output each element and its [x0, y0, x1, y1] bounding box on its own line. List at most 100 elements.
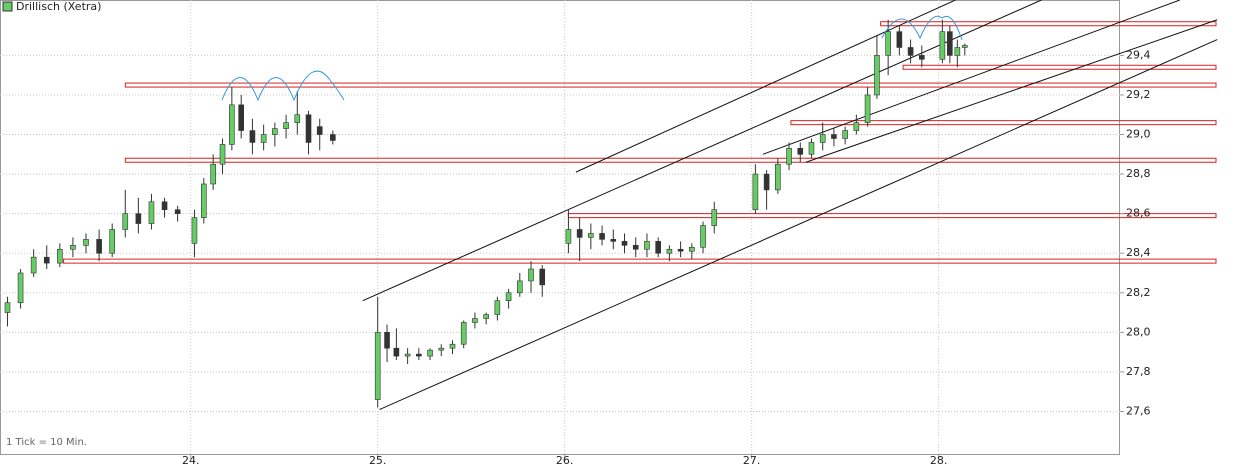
levels [63, 21, 1217, 264]
candle-body [374, 332, 381, 400]
candle-body [305, 114, 312, 143]
axes: 27,6 27,8 28,0 28,2 28,4 28,6 28,8 29,0 29,2 29,4… [182, 48, 1151, 467]
candle-body [874, 55, 880, 96]
candle-body [201, 183, 207, 218]
candle-body [621, 241, 628, 246]
candle-body [330, 134, 336, 141]
candle-body [797, 148, 804, 155]
candle-body [294, 114, 301, 123]
candle-body [393, 347, 400, 357]
y-tick-label: 29,0 [1126, 128, 1151, 141]
candle-body [83, 239, 89, 246]
candle-body [260, 134, 267, 143]
candle-body [907, 47, 914, 56]
candle-body [30, 256, 37, 274]
candle-body [135, 213, 142, 224]
candle-body [404, 353, 411, 357]
arc [221, 70, 345, 102]
resistance-level [124, 82, 1217, 88]
candle-body [632, 245, 639, 250]
resistance-level [63, 258, 1217, 264]
candle-body [962, 45, 968, 48]
candle-body [775, 163, 781, 191]
candle-body [954, 47, 961, 56]
y-tick-label: 29,4 [1126, 48, 1151, 61]
candle-body [666, 248, 673, 254]
trendline [575, 0, 956, 173]
candle-body [885, 31, 891, 56]
candle-body [494, 300, 501, 315]
y-tick-label: 29,2 [1126, 88, 1151, 101]
y-tick-label: 28,0 [1126, 325, 1151, 338]
candle-body [599, 233, 605, 240]
pattern-arcs [221, 15, 963, 102]
candle-body [416, 353, 422, 357]
candle-body [210, 163, 216, 185]
y-tick-label: 28,6 [1126, 207, 1151, 220]
candle-body [249, 130, 256, 143]
candle-body [808, 142, 815, 155]
candle-body [148, 201, 155, 224]
candle-body [864, 94, 871, 123]
candle-body [438, 347, 445, 351]
candle-body [219, 144, 226, 165]
candle-body [677, 248, 684, 252]
trendline [805, 19, 1218, 163]
plot-frame [0, 0, 1120, 455]
candle-body [57, 248, 63, 264]
x-tick-label: 25. [369, 454, 387, 467]
candle-body [229, 104, 235, 145]
grid [0, 0, 1120, 455]
candle-body [842, 130, 848, 139]
candle-body [919, 55, 925, 60]
candle-body [384, 332, 390, 349]
candle-body [853, 122, 860, 131]
candle-body [831, 134, 837, 139]
candle-body [174, 209, 181, 214]
arc [881, 15, 963, 41]
candle-body [70, 245, 76, 250]
candle-body [819, 134, 826, 143]
resistance-level [880, 21, 1217, 27]
candle-body [655, 241, 661, 254]
candle-body [460, 322, 467, 345]
y-tick-label: 28,8 [1126, 167, 1151, 180]
candle-body [505, 292, 512, 301]
candle-body [316, 126, 323, 135]
y-tick-label: 28,4 [1126, 246, 1151, 259]
candle-body [17, 272, 24, 303]
candles [4, 19, 968, 408]
candle-body [472, 318, 478, 323]
candle-body [896, 31, 903, 48]
candle-body [947, 31, 953, 56]
candle-body [4, 302, 11, 313]
candle-body [689, 246, 695, 252]
candle-body [644, 241, 650, 250]
candle-body [191, 217, 198, 244]
resistance-level [790, 120, 1217, 126]
candle-body [528, 268, 534, 282]
candle-body [576, 229, 583, 238]
y-tick-label: 28,2 [1126, 286, 1151, 299]
x-tick-label: 24. [182, 454, 200, 467]
trendlines [362, 0, 1218, 410]
candle-body [427, 349, 433, 357]
resistance-level [902, 64, 1217, 70]
candle-body [483, 314, 489, 319]
resistance-level [124, 157, 1217, 163]
candle-body [711, 209, 718, 226]
x-tick-label: 28. [930, 454, 948, 467]
note: 1 Tick = 10 Min. [6, 437, 87, 448]
candle-body [283, 122, 289, 129]
x-tick-label: 26. [556, 454, 574, 467]
candle-body [786, 148, 792, 165]
candle-body [449, 343, 456, 349]
candle-body [565, 229, 572, 244]
y-tick-label: 27,6 [1126, 404, 1151, 417]
candle-body [272, 128, 278, 135]
candle-body [516, 280, 523, 294]
candle-body [43, 256, 50, 264]
candle-body [610, 239, 617, 242]
trendline [762, 0, 1181, 155]
